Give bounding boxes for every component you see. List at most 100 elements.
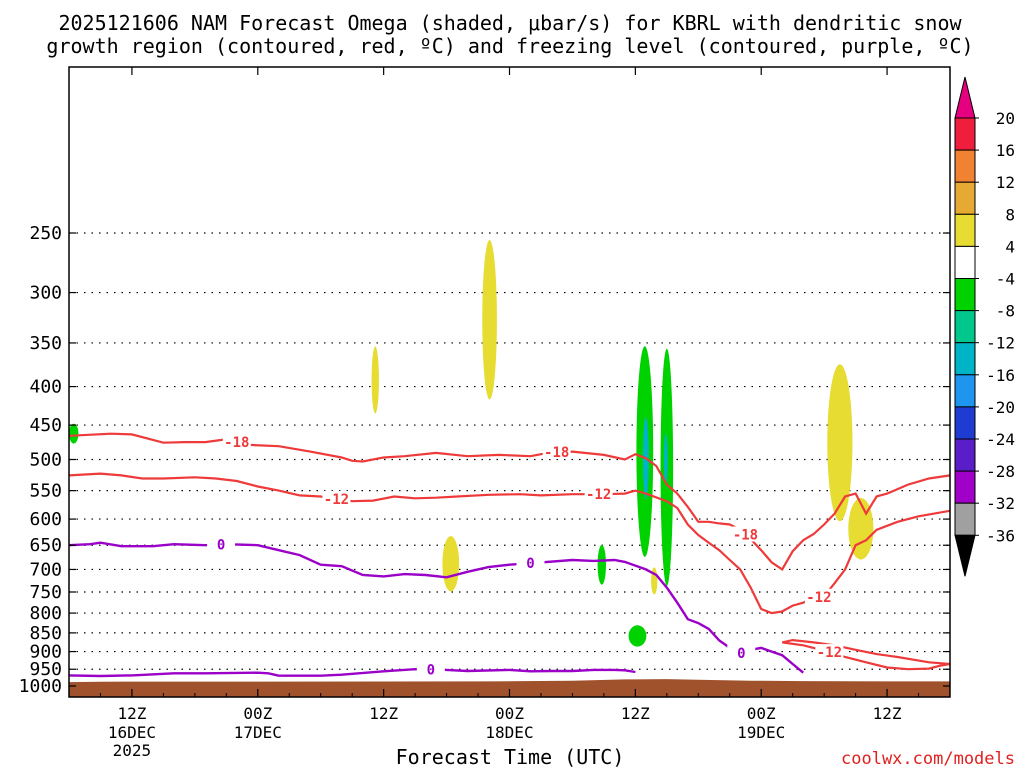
freezing-label-0: 0: [526, 556, 534, 572]
dgz-label-minus18: -18: [544, 445, 569, 461]
colorbar-bin: [954, 149, 976, 183]
colorbar-bin: [954, 406, 976, 440]
y-tick-label: 350: [29, 333, 62, 354]
colorbar-label: -20: [986, 398, 1015, 417]
dgz-label-minus12: -12: [817, 645, 842, 661]
x-tick-label-time: 00Z: [495, 704, 524, 723]
colorbar-label: 8: [1005, 205, 1015, 224]
y-tick-label: 950: [29, 659, 62, 680]
x-tick-label-time: 12Z: [873, 704, 902, 723]
colorbar-label: -36: [986, 526, 1015, 545]
colorbar-label: -24: [986, 430, 1015, 449]
watermark: coolwx.com/models: [841, 749, 1015, 768]
colorbar-label: 4: [1005, 237, 1015, 256]
colorbar-label: -8: [996, 302, 1015, 321]
dgz-label-minus12-bg: [804, 588, 833, 604]
y-tick-label: 650: [29, 535, 62, 556]
colorbar-bin: [954, 310, 976, 344]
x-tick-label-time: 00Z: [747, 704, 776, 723]
chart-title-line1: 2025121606 NAM Forecast Omega (shaded, μ…: [58, 11, 962, 35]
y-tick-label: 900: [29, 642, 62, 663]
dgz-minus12-lower-contour: [781, 638, 950, 671]
colorbar-bin: [954, 181, 976, 215]
freezing-label-0-bg: [727, 645, 756, 661]
y-tick-label: 850: [29, 623, 62, 644]
colorbar-bin: [954, 342, 976, 376]
ground: [69, 679, 950, 697]
freezing-level-surface-contour: [69, 667, 636, 678]
dgz-label-minus12: -12: [806, 590, 831, 606]
dgz-minus18-contour: [69, 432, 950, 571]
chart-title: 2025121606 NAM Forecast Omega (shaded, μ…: [46, 11, 973, 58]
x-tick-label-date: 17DEC: [234, 723, 282, 742]
freezing-label-0-bg: [207, 536, 236, 552]
freezing-label-0-bg: [416, 661, 445, 677]
y-tick-label: 250: [29, 223, 62, 244]
y-tick-label: 450: [29, 415, 62, 436]
omega-patch-sink_strong: [663, 433, 668, 486]
colorbar: 20 16 12 8 4 -4 -8 -12 -16 -20 -24 -28 -32 -36: [954, 76, 1015, 577]
colorbar-label: -28: [986, 462, 1015, 481]
omega-patch-rise: [482, 240, 497, 400]
x-axis-title: Forecast Time (UTC): [396, 745, 625, 768]
omega-shading: [69, 240, 874, 647]
freezing-level-contour: [69, 541, 804, 674]
colorbar-arrow-bottom: [954, 534, 976, 577]
colorbar-label: -32: [986, 494, 1015, 513]
contours: [69, 432, 950, 678]
colorbar-label: -16: [986, 366, 1015, 385]
x-tick-label-year: 2025: [113, 741, 152, 760]
x-tick-label-time: 00Z: [243, 704, 272, 723]
dgz-label-minus18-bg: [542, 444, 571, 460]
x-tick-label-time: 12Z: [621, 704, 650, 723]
colorbar-bin: [954, 278, 976, 312]
dgz-label-minus18: -18: [733, 528, 758, 544]
ground-fill: [69, 679, 950, 697]
omega-patch-sink: [69, 423, 79, 444]
omega-patch-sink: [628, 625, 647, 647]
freezing-label-0: 0: [737, 646, 745, 662]
colorbar-label: 20: [996, 109, 1015, 128]
colorbar-arrow-top: [954, 76, 976, 119]
y-axis: 2503003504004505005506006507007508008509…: [19, 223, 950, 697]
contour-labels: -18 -18 -18 -12 -12 -12 -12 0 0 0 0: [207, 434, 844, 679]
freezing-label-0: 0: [217, 537, 225, 553]
x-tick-label-date: 16DEC: [108, 723, 156, 742]
colorbar-bin: [954, 117, 976, 151]
y-tick-label: 1000: [19, 676, 62, 697]
colorbar-label: -12: [986, 334, 1015, 353]
x-tick-label-time: 12Z: [117, 704, 146, 723]
omega-patch-sink: [597, 544, 606, 585]
colorbar-label: 16: [996, 141, 1015, 160]
dgz-label-minus12-bg: [815, 644, 844, 660]
dgz-label-minus12-bg: [584, 486, 613, 502]
dgz-label-minus18: -18: [224, 435, 249, 451]
omega-patch-rise: [827, 364, 853, 522]
y-tick-label: 500: [29, 450, 62, 471]
y-tick-label: 550: [29, 481, 62, 502]
x-tick-label-time: 12Z: [369, 704, 398, 723]
dgz-label-minus12: -12: [586, 487, 611, 503]
y-tick-label: 800: [29, 603, 62, 624]
colorbar-bin: [954, 438, 976, 472]
y-tick-label: 750: [29, 582, 62, 603]
colorbar-bin: [954, 245, 976, 279]
x-tick-label-date: 18DEC: [485, 723, 533, 742]
omega-patch-rise: [371, 346, 379, 414]
colorbar-label: -4: [996, 270, 1015, 289]
colorbar-bin: [954, 213, 976, 247]
y-tick-label: 400: [29, 377, 62, 398]
colorbar-bin: [954, 502, 976, 536]
dgz-label-minus18-bg: [222, 434, 251, 450]
y-tick-label: 600: [29, 509, 62, 530]
colorbar-bin: [954, 374, 976, 408]
dgz-label-minus12-bg: [322, 490, 351, 506]
colorbar-bin: [954, 470, 976, 504]
omega-patch-rise: [442, 536, 460, 592]
plot-area: [69, 232, 950, 697]
dgz-label-minus12: -12: [324, 492, 349, 508]
x-tick-label-date: 19DEC: [737, 723, 785, 742]
colorbar-label: 12: [996, 173, 1015, 192]
